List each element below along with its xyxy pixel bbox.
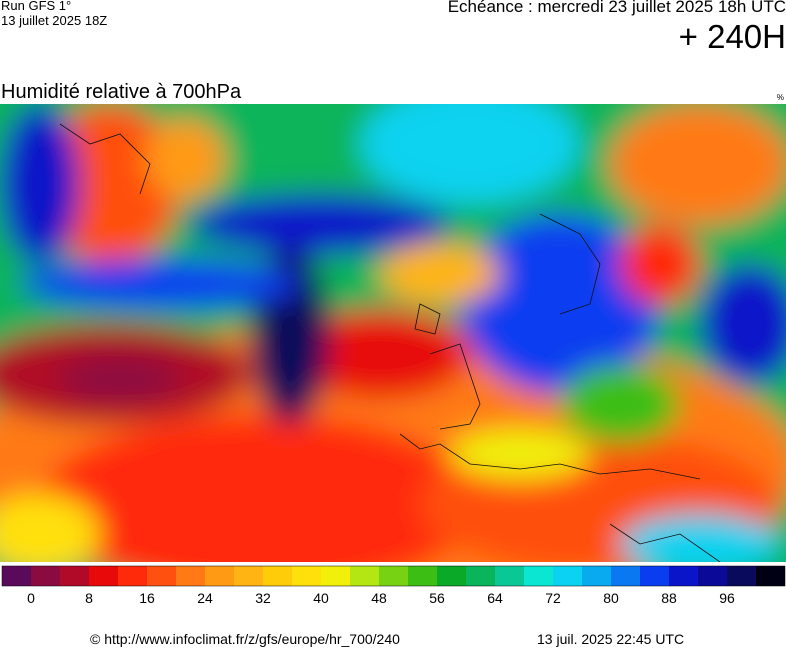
- colorbar-box: [698, 566, 727, 586]
- colorbar-box: [147, 566, 176, 586]
- colorbar-box: [727, 566, 756, 586]
- colorbar-box: [437, 566, 466, 586]
- colorbar-box: [234, 566, 263, 586]
- coastlines: [59, 123, 721, 562]
- map-title: Humidité relative à 700hPa: [1, 81, 242, 103]
- colorbar-box: [321, 566, 350, 586]
- valid-time: Echéance : mercredi 23 juillet 2025 18h …: [447, 0, 786, 16]
- colorbar-box: [205, 566, 234, 586]
- colorbar-tick-label: 88: [661, 590, 677, 606]
- colorbar-box: [60, 566, 89, 586]
- colorbar-tick-label: 8: [85, 590, 93, 606]
- colorbar-box: [118, 566, 147, 586]
- colorbar-box: [263, 566, 292, 586]
- colorbar-box: [640, 566, 669, 586]
- colorbar-tick-label: 56: [429, 590, 445, 606]
- colorbar-box: [379, 566, 408, 586]
- run-label: Run GFS 1°: [1, 0, 72, 13]
- colorbar-box: [553, 566, 582, 586]
- unit: %: [776, 93, 784, 102]
- colorbar-box: [292, 566, 321, 586]
- colorbar-box: [524, 566, 553, 586]
- colorbar-tick-label: 72: [545, 590, 561, 606]
- colorbar-box: [89, 566, 118, 586]
- generated-time: 13 juil. 2025 22:45 UTC: [537, 631, 685, 647]
- lead-time: + 240H: [678, 18, 786, 55]
- colorbar-tick-label: 24: [197, 590, 213, 606]
- run-date: 13 juillet 2025 18Z: [1, 13, 108, 28]
- humidity-field: [0, 104, 786, 562]
- colorbar-tick-label: 0: [27, 590, 35, 606]
- colorbar-box: [2, 566, 31, 586]
- colorbar-box: [582, 566, 611, 586]
- colorbar: 0 8 16 24 32 40 48 56 64 72 80 88 96: [1, 565, 786, 606]
- colorbar-box: [350, 566, 379, 586]
- colorbar-tick-label: 16: [139, 590, 155, 606]
- colorbar-tick-label: 64: [487, 590, 503, 606]
- colorbar-box: [31, 566, 60, 586]
- colorbar-tick-label: 40: [313, 590, 329, 606]
- colorbar-frame: [1, 565, 786, 587]
- colorbar-tick-label: 96: [719, 590, 735, 606]
- colorbar-box: [611, 566, 640, 586]
- source-url: © http://www.infoclimat.fr/z/gfs/europe/…: [90, 631, 400, 647]
- humidity-map: [0, 104, 786, 562]
- colorbar-box: [495, 566, 524, 586]
- colorbar-box: [408, 566, 437, 586]
- colorbar-tick-label: 80: [603, 590, 619, 606]
- colorbar-tick-label: 48: [371, 590, 387, 606]
- colorbar-box: [176, 566, 205, 586]
- colorbar-box: [669, 566, 698, 586]
- colorbar-box: [466, 566, 495, 586]
- colorbar-tick-label: 32: [255, 590, 271, 606]
- colorbar-box: [756, 566, 785, 586]
